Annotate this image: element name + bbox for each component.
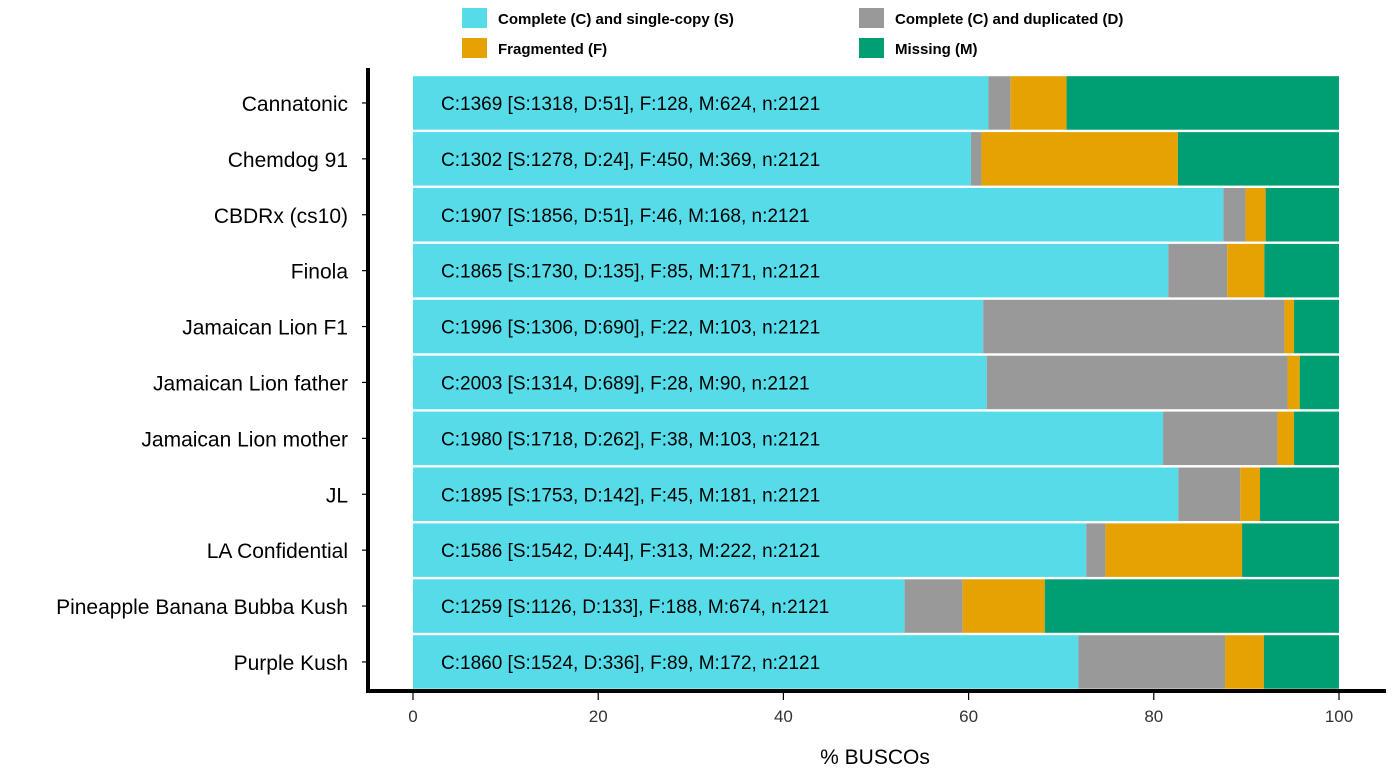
legend: Complete (C) and single-copy (S) Complete… <box>462 8 1123 58</box>
legend-label-s: Complete (C) and single-copy (S) <box>498 11 734 28</box>
x-tick-label: 20 <box>589 707 608 726</box>
bar-segment-f <box>1105 523 1243 577</box>
legend-swatch-f <box>462 38 487 58</box>
bar-segment-f <box>1284 299 1295 354</box>
x-tick-label: 60 <box>959 707 978 726</box>
category-labels: Cannatonic Chemdog 91 CBDRx (cs10) Finola Ja… <box>56 93 348 675</box>
x-axis-title: % BUSCOs <box>820 746 930 769</box>
x-tick-label: 40 <box>774 707 793 726</box>
bar-segment-d <box>1223 188 1246 242</box>
bar-segment-m <box>1263 635 1339 689</box>
bar-segment-s <box>413 467 1179 521</box>
category-label: Cannatonic <box>242 93 348 116</box>
bar-segment-s <box>413 355 987 410</box>
bar-segment-m <box>1242 523 1339 577</box>
bar-segment-m <box>1044 579 1339 633</box>
bar-segment-d <box>1163 411 1278 466</box>
bar-data-label: C:2003 [S:1314, D:689], F:28, M:90, n:21… <box>441 373 810 394</box>
bar-segment-d <box>988 76 1011 130</box>
bar-segment-s <box>413 523 1087 577</box>
legend-swatch-d <box>859 8 884 28</box>
bar-segment-d <box>1078 635 1226 689</box>
category-label: Jamaican Lion father <box>153 372 348 395</box>
bar-segment-d <box>970 132 982 186</box>
bar-segment-f <box>1240 467 1260 521</box>
bar-segment-f <box>981 132 1178 186</box>
bar-data-label: C:1895 [S:1753, D:142], F:45, M:181, n:2… <box>441 485 820 506</box>
x-tick-label: 100 <box>1325 707 1353 726</box>
bar-data-label: C:1369 [S:1318, D:51], F:128, M:624, n:2… <box>441 94 820 115</box>
bar-segment-d <box>983 299 1285 354</box>
bar-segment-d <box>1168 243 1228 298</box>
legend-label-m: Missing (M) <box>895 41 978 58</box>
bar-data-label: C:1996 [S:1306, D:690], F:22, M:103, n:2… <box>441 318 820 339</box>
bar-segment-f <box>1227 243 1265 298</box>
bar-labels: C:1369 [S:1318, D:51], F:128, M:624, n:2… <box>441 94 829 674</box>
bar-segment-s <box>413 76 989 130</box>
category-label: Jamaican Lion F1 <box>182 317 348 340</box>
category-label: CBDRx (cs10) <box>214 205 348 228</box>
bar-segment-d <box>1086 523 1106 577</box>
bar-segment-f <box>1287 355 1300 410</box>
bar-data-label: C:1302 [S:1278, D:24], F:450, M:369, n:2… <box>441 150 820 171</box>
bar-data-label: C:1860 [S:1524, D:336], F:89, M:172, n:2… <box>441 653 820 674</box>
bar-segment-m <box>1265 188 1339 242</box>
bar-segment-m <box>1299 355 1339 410</box>
bar-segment-f <box>1277 411 1295 466</box>
bar-data-label: C:1980 [S:1718, D:262], F:38, M:103, n:2… <box>441 429 820 450</box>
category-label: Jamaican Lion mother <box>141 428 348 451</box>
category-label: Chemdog 91 <box>228 149 348 172</box>
bar-data-label: C:1865 [S:1730, D:135], F:85, M:171, n:2… <box>441 262 820 283</box>
bar-segment-s <box>413 411 1164 466</box>
bar-segment-f <box>1245 188 1266 242</box>
legend-label-f: Fragmented (F) <box>498 41 607 58</box>
legend-swatch-s <box>462 8 487 28</box>
bar-segment-d <box>1178 467 1241 521</box>
bar-segment-f <box>1010 76 1067 130</box>
bar-segment-f <box>1225 635 1264 689</box>
category-label: Purple Kush <box>234 652 348 675</box>
category-label: JL <box>326 484 348 507</box>
bar-segment-m <box>1264 243 1339 298</box>
axes <box>362 68 1386 693</box>
x-tick-label: 80 <box>1144 707 1163 726</box>
category-label: Finola <box>291 261 349 284</box>
bar-data-label: C:1259 [S:1126, D:133], F:188, M:674, n:… <box>441 597 829 618</box>
bar-segment-d <box>904 579 963 633</box>
legend-swatch-m <box>859 38 884 58</box>
bar-segment-d <box>986 355 1288 410</box>
bar-segment-f <box>962 579 1045 633</box>
bar-segment-s <box>413 635 1079 689</box>
bar-segment-m <box>1294 299 1339 354</box>
bar-segment-s <box>413 132 971 186</box>
x-tick-label: 0 <box>408 707 417 726</box>
bar-segment-m <box>1177 132 1339 186</box>
bar-data-label: C:1586 [S:1542, D:44], F:313, M:222, n:2… <box>441 541 820 562</box>
bar-segment-m <box>1294 411 1339 466</box>
bar-segment-s <box>413 243 1169 298</box>
bar-segment-s <box>413 188 1224 242</box>
category-label: Pineapple Banana Bubba Kush <box>56 596 348 619</box>
bar-segment-m <box>1259 467 1339 521</box>
bar-segment-m <box>1066 76 1339 130</box>
legend-label-d: Complete (C) and duplicated (D) <box>895 11 1123 28</box>
category-label: LA Confidential <box>207 540 348 563</box>
bar-segment-s <box>413 579 905 633</box>
bar-segment-s <box>413 299 984 354</box>
bars <box>413 76 1339 689</box>
bar-data-label: C:1907 [S:1856, D:51], F:46, M:168, n:21… <box>441 206 810 227</box>
x-ticks: 0 20 40 60 80 100 <box>408 693 1353 726</box>
